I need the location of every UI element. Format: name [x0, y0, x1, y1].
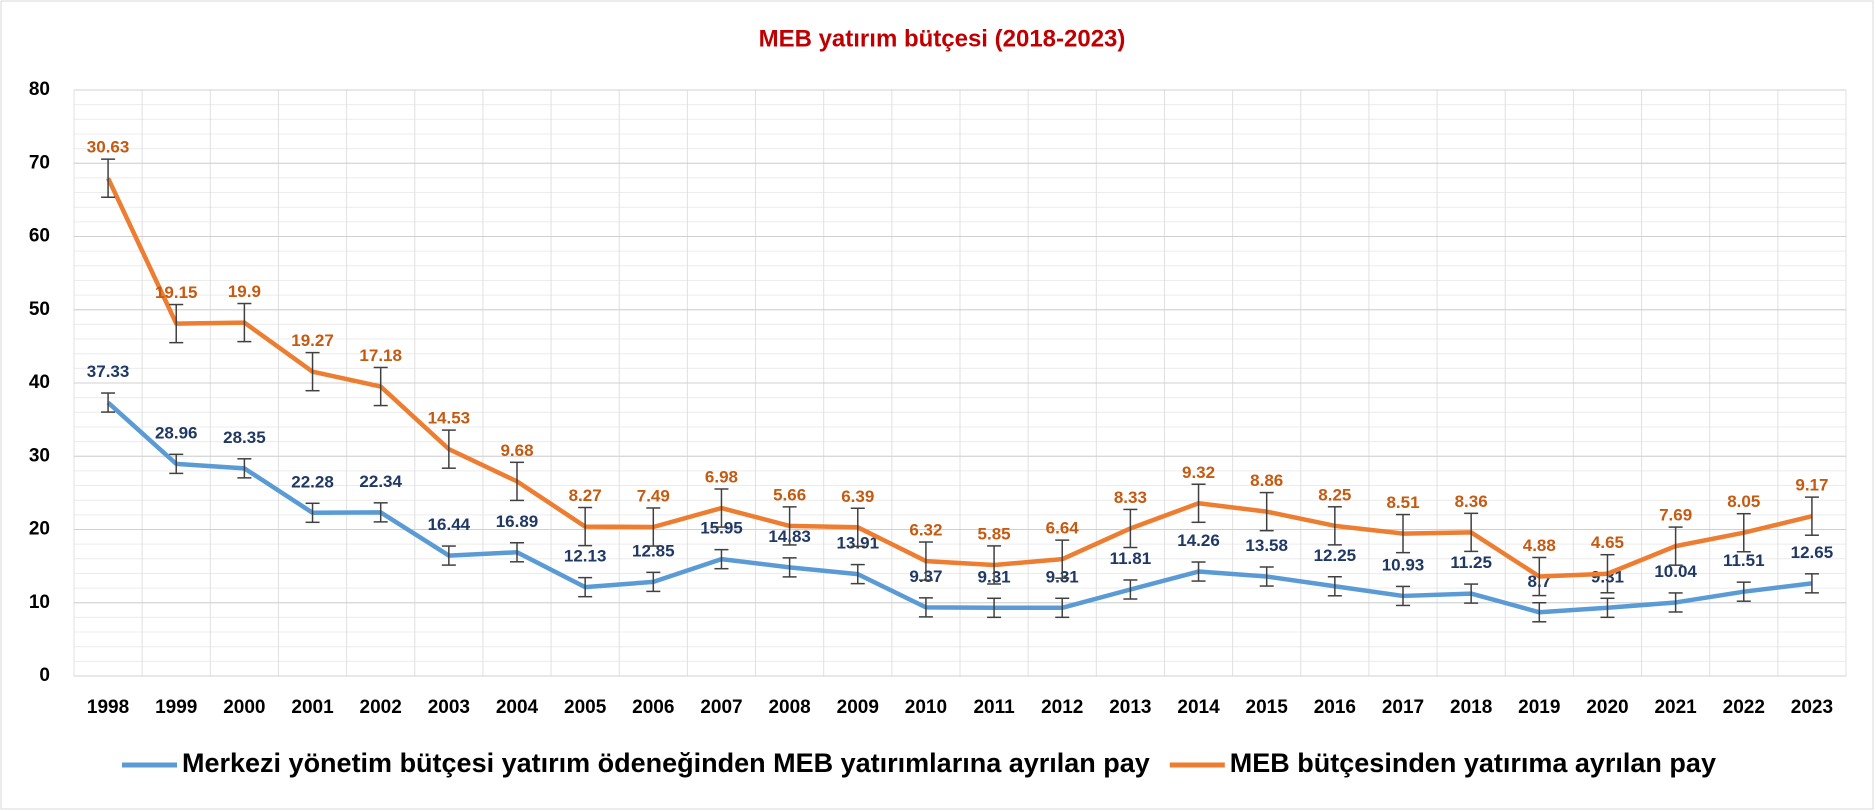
data-label: 12.65 [1791, 543, 1834, 562]
x-tick-label: 2023 [1791, 697, 1833, 718]
x-tick-label: 2006 [632, 697, 674, 718]
chart-title: MEB yatırım bütçesi (2018-2023) [759, 25, 1126, 52]
data-label: 6.98 [705, 468, 738, 487]
x-tick-label: 2017 [1382, 697, 1424, 718]
data-label: 28.35 [223, 428, 266, 447]
data-label: 6.32 [909, 521, 942, 540]
data-label: 30.63 [87, 138, 130, 157]
data-label: 19.9 [228, 282, 261, 301]
y-tick-label: 60 [29, 226, 50, 247]
data-label: 10.93 [1382, 555, 1425, 574]
x-tick-label: 2012 [1041, 697, 1083, 718]
y-tick-label: 50 [29, 299, 50, 320]
data-label: 6.64 [1046, 519, 1080, 538]
x-tick-label: 2002 [360, 697, 402, 718]
data-label: 37.33 [87, 362, 130, 381]
x-tick-label: 2014 [1177, 697, 1220, 718]
data-label: 9.68 [500, 441, 533, 460]
x-tick-label: 2004 [496, 697, 539, 718]
data-label: 11.51 [1723, 551, 1765, 570]
x-tick-label: 1998 [87, 697, 129, 718]
data-label: 12.13 [564, 547, 607, 566]
data-label: 14.26 [1177, 531, 1220, 550]
data-label: 11.81 [1110, 549, 1152, 568]
data-label: 9.32 [1182, 463, 1215, 482]
legend-label: MEB bütçesinden yatırıma ayrılan pay [1230, 748, 1716, 778]
x-tick-label: 2010 [905, 697, 947, 718]
data-label: 8.05 [1727, 492, 1760, 511]
data-label: 11.25 [1450, 553, 1492, 572]
data-label: 19.15 [155, 283, 198, 302]
data-label: 22.34 [359, 472, 402, 491]
data-label: 5.66 [773, 485, 806, 504]
y-tick-label: 0 [39, 665, 50, 686]
x-tick-label: 2019 [1518, 697, 1560, 718]
y-tick-label: 70 [29, 152, 50, 173]
x-tick-label: 2008 [768, 697, 810, 718]
data-label: 16.44 [428, 515, 471, 534]
x-tick-label: 2021 [1654, 697, 1697, 718]
x-tick-label: 2013 [1109, 697, 1151, 718]
data-label: 12.85 [632, 541, 675, 560]
data-label: 13.58 [1245, 536, 1288, 555]
data-label: 8.27 [569, 486, 602, 505]
data-label: 14.53 [428, 409, 471, 428]
y-tick-label: 80 [29, 79, 50, 100]
data-label: 9.17 [1795, 476, 1828, 495]
x-tick-label: 2018 [1450, 697, 1492, 718]
y-tick-label: 30 [29, 445, 50, 466]
data-label: 10.04 [1654, 562, 1697, 581]
x-tick-label: 2007 [700, 697, 742, 718]
data-label: 8.33 [1114, 488, 1147, 507]
x-tick-label: 2009 [837, 697, 879, 718]
data-label: 28.96 [155, 423, 198, 442]
x-tick-label: 2001 [291, 697, 334, 718]
data-label: 22.28 [291, 472, 334, 491]
data-label: 4.88 [1523, 536, 1556, 555]
data-label: 5.85 [978, 524, 1011, 543]
data-label: 7.49 [637, 486, 670, 505]
data-label: 15.95 [700, 519, 743, 538]
x-tick-label: 2016 [1314, 697, 1356, 718]
data-label: 17.18 [359, 346, 402, 365]
x-tick-label: 2011 [973, 697, 1015, 718]
x-tick-label: 2015 [1246, 697, 1289, 718]
data-label: 16.89 [496, 512, 539, 531]
data-label: 4.65 [1591, 533, 1624, 552]
legend-label: Merkezi yönetim bütçesi yatırım ödeneğin… [182, 748, 1150, 778]
data-label: 8.86 [1250, 471, 1283, 490]
series-line [106, 177, 1813, 579]
x-tick-label: 1999 [155, 697, 197, 718]
y-tick-label: 40 [29, 372, 50, 393]
data-label: 12.25 [1314, 546, 1357, 565]
data-label: 19.27 [291, 331, 334, 350]
data-label: 8.51 [1386, 493, 1419, 512]
data-label: 6.39 [841, 487, 874, 506]
x-tick-label: 2000 [223, 697, 265, 718]
series-line [106, 400, 1813, 615]
y-tick-label: 20 [29, 519, 50, 540]
data-label: 8.36 [1455, 492, 1488, 511]
data-label: 8.25 [1318, 485, 1351, 504]
x-tick-label: 2003 [428, 697, 470, 718]
data-label: 7.69 [1659, 506, 1692, 525]
x-tick-label: 2020 [1586, 697, 1628, 718]
x-tick-label: 2022 [1723, 697, 1765, 718]
y-tick-label: 10 [29, 592, 50, 613]
x-tick-label: 2005 [564, 697, 607, 718]
